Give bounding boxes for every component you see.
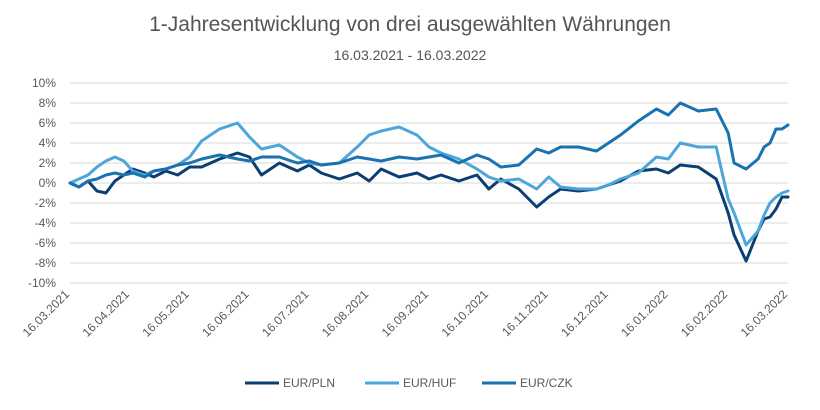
x-tick-label: 16.01.2022	[618, 287, 671, 340]
y-tick-label: -4%	[35, 216, 57, 230]
y-tick-label: 0%	[39, 176, 57, 190]
x-tick-label: 16.12.2021	[558, 287, 611, 340]
chart-subtitle: 16.03.2021 - 16.03.2022	[333, 47, 487, 63]
x-axis-ticks: 16.03.2021 16.04.2021 16.05.2021 16.06.2021…	[20, 287, 791, 340]
series-lines	[68, 101, 790, 263]
y-tick-label: -8%	[35, 256, 57, 270]
x-tick-label: 16.10.2021	[439, 287, 492, 340]
x-tick-label: 16.04.2021	[80, 287, 133, 340]
gridlines	[70, 82, 788, 284]
series-line-eur-czk	[68, 101, 790, 189]
chart-title: 1-Jahresentwicklung von drei ausgewählte…	[149, 13, 671, 36]
y-tick-label: 6%	[39, 116, 57, 130]
y-tick-label: -10%	[28, 276, 56, 290]
x-tick-label: 16.03.2022	[738, 287, 791, 340]
x-tick-label: 16.05.2021	[139, 287, 192, 340]
x-tick-label: 16.06.2021	[199, 287, 252, 340]
y-tick-label: 10%	[32, 76, 56, 90]
legend: EUR/PLN EUR/HUF EUR/CZK	[245, 376, 573, 390]
series-line-eur-huf	[68, 121, 790, 247]
x-tick-label: 16.07.2021	[259, 287, 312, 340]
y-tick-label: 4%	[39, 136, 57, 150]
x-tick-label: 16.09.2021	[379, 287, 432, 340]
y-tick-label: -6%	[35, 236, 57, 250]
x-tick-label: 16.08.2021	[319, 287, 372, 340]
series-line-eur-pln	[68, 151, 790, 263]
x-tick-label: 16.11.2021	[499, 287, 551, 339]
x-tick-label: 16.03.2021	[20, 287, 73, 340]
y-tick-label: 2%	[39, 156, 57, 170]
y-tick-label: -2%	[35, 196, 57, 210]
x-tick-label: 16.02.2022	[678, 287, 731, 340]
legend-label: EUR/PLN	[283, 376, 335, 390]
legend-label: EUR/CZK	[520, 376, 573, 390]
y-axis-ticks: 10% 8% 6% 4% 2% 0% -2% -4% -6% -8% -10%	[28, 76, 56, 290]
legend-label: EUR/HUF	[403, 376, 456, 390]
y-tick-label: 8%	[39, 96, 57, 110]
